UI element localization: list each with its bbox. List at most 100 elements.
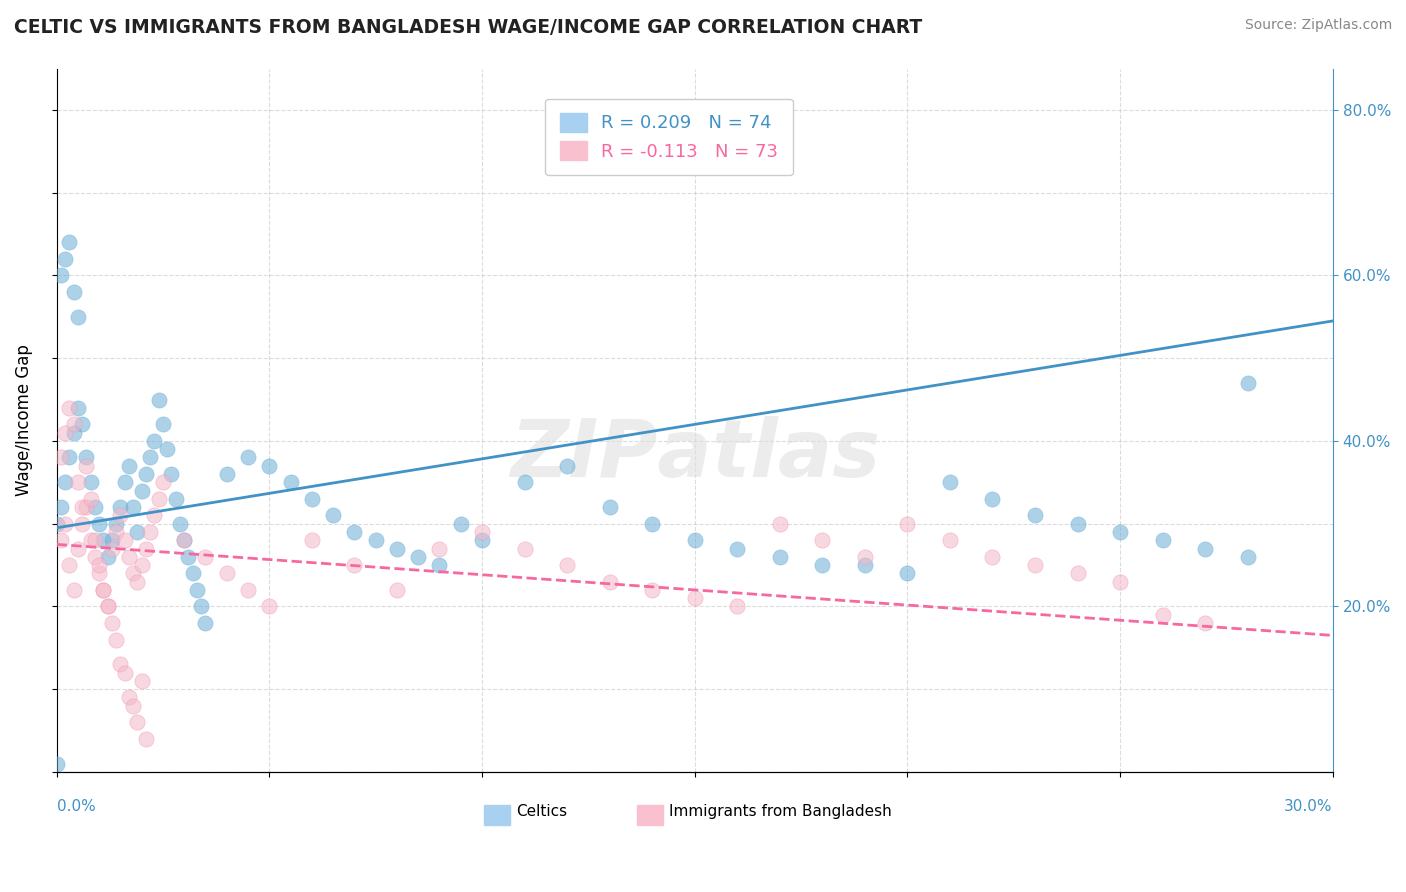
Point (58, 450, 80, 465)
Point (683, 533, 706, 548)
Point (1024, 558, 1046, 572)
Point (513, 475, 536, 490)
Point (215, 566, 238, 581)
Point (62, 582, 84, 597)
Point (853, 558, 876, 572)
Point (1194, 541, 1216, 556)
Point (1109, 524, 1132, 539)
Point (58, 558, 80, 572)
Text: Immigrants from Bangladesh: Immigrants from Bangladesh (669, 805, 891, 819)
Point (62, 425, 84, 440)
Point (49, 268, 72, 283)
Point (131, 673, 153, 688)
Point (97, 549, 120, 564)
Point (471, 524, 494, 539)
Point (599, 574, 621, 589)
Text: Source: ZipAtlas.com: Source: ZipAtlas.com (1244, 18, 1392, 32)
Text: CELTIC VS IMMIGRANTS FROM BANGLADESH WAGE/INCOME GAP CORRELATION CHART: CELTIC VS IMMIGRANTS FROM BANGLADESH WAG… (14, 18, 922, 37)
Bar (637, 805, 662, 825)
Point (89, 566, 111, 581)
Point (236, 450, 259, 465)
Point (66, 541, 89, 556)
Point (173, 533, 195, 548)
Point (70, 417, 93, 432)
Point (97, 599, 120, 614)
Point (122, 566, 145, 581)
Point (194, 615, 217, 630)
Point (110, 657, 132, 672)
Point (135, 541, 157, 556)
Point (1109, 574, 1132, 589)
Point (450, 516, 472, 531)
Point (143, 434, 166, 448)
Point (45, 516, 67, 531)
Point (215, 467, 238, 481)
Point (114, 533, 136, 548)
Point (555, 558, 578, 572)
Point (53, 516, 76, 531)
Point (97, 599, 120, 614)
Point (105, 516, 128, 531)
Point (165, 491, 187, 506)
Point (343, 524, 366, 539)
Point (114, 475, 136, 490)
Point (118, 458, 141, 473)
Point (118, 690, 141, 705)
Point (79, 491, 101, 506)
Point (259, 599, 281, 614)
Point (641, 582, 664, 597)
Legend: R = 0.209   N = 74, R = -0.113   N = 73: R = 0.209 N = 74, R = -0.113 N = 73 (546, 99, 793, 175)
Point (75, 450, 97, 465)
Point (769, 549, 792, 564)
Point (93, 533, 115, 548)
Point (853, 549, 876, 564)
Point (58, 235, 80, 250)
Point (301, 533, 323, 548)
Point (75, 500, 97, 515)
Point (181, 566, 204, 581)
Point (156, 442, 179, 457)
Point (93, 582, 115, 597)
Text: 0.0%: 0.0% (56, 798, 96, 814)
Point (101, 533, 124, 548)
Point (364, 533, 387, 548)
Point (127, 715, 149, 730)
Point (83, 533, 105, 548)
Point (131, 483, 153, 498)
Point (131, 558, 153, 572)
Point (1066, 566, 1088, 581)
Point (385, 541, 408, 556)
Point (811, 558, 834, 572)
Y-axis label: Wage/Income Gap: Wage/Income Gap (15, 344, 32, 496)
Point (769, 516, 792, 531)
Point (89, 516, 111, 531)
Point (1152, 607, 1174, 622)
Point (725, 541, 748, 556)
Point (322, 508, 344, 523)
Point (114, 665, 136, 680)
Point (186, 582, 208, 597)
Point (429, 558, 451, 572)
Point (139, 524, 162, 539)
Point (105, 524, 128, 539)
Point (127, 574, 149, 589)
Point (53, 252, 76, 266)
Point (79, 533, 101, 548)
Text: 30.0%: 30.0% (1284, 798, 1333, 814)
Point (1236, 549, 1258, 564)
Point (122, 500, 145, 515)
Point (471, 533, 494, 548)
Point (45, 756, 67, 771)
Point (1236, 376, 1258, 390)
Text: ZIP​atlas: ZIP​atlas (509, 417, 880, 494)
Point (53, 425, 76, 440)
Point (49, 450, 72, 465)
Point (896, 516, 918, 531)
Point (1024, 508, 1046, 523)
Point (66, 401, 89, 415)
Point (139, 450, 162, 465)
Point (66, 475, 89, 490)
Point (939, 475, 962, 490)
Point (152, 417, 174, 432)
Point (513, 541, 536, 556)
